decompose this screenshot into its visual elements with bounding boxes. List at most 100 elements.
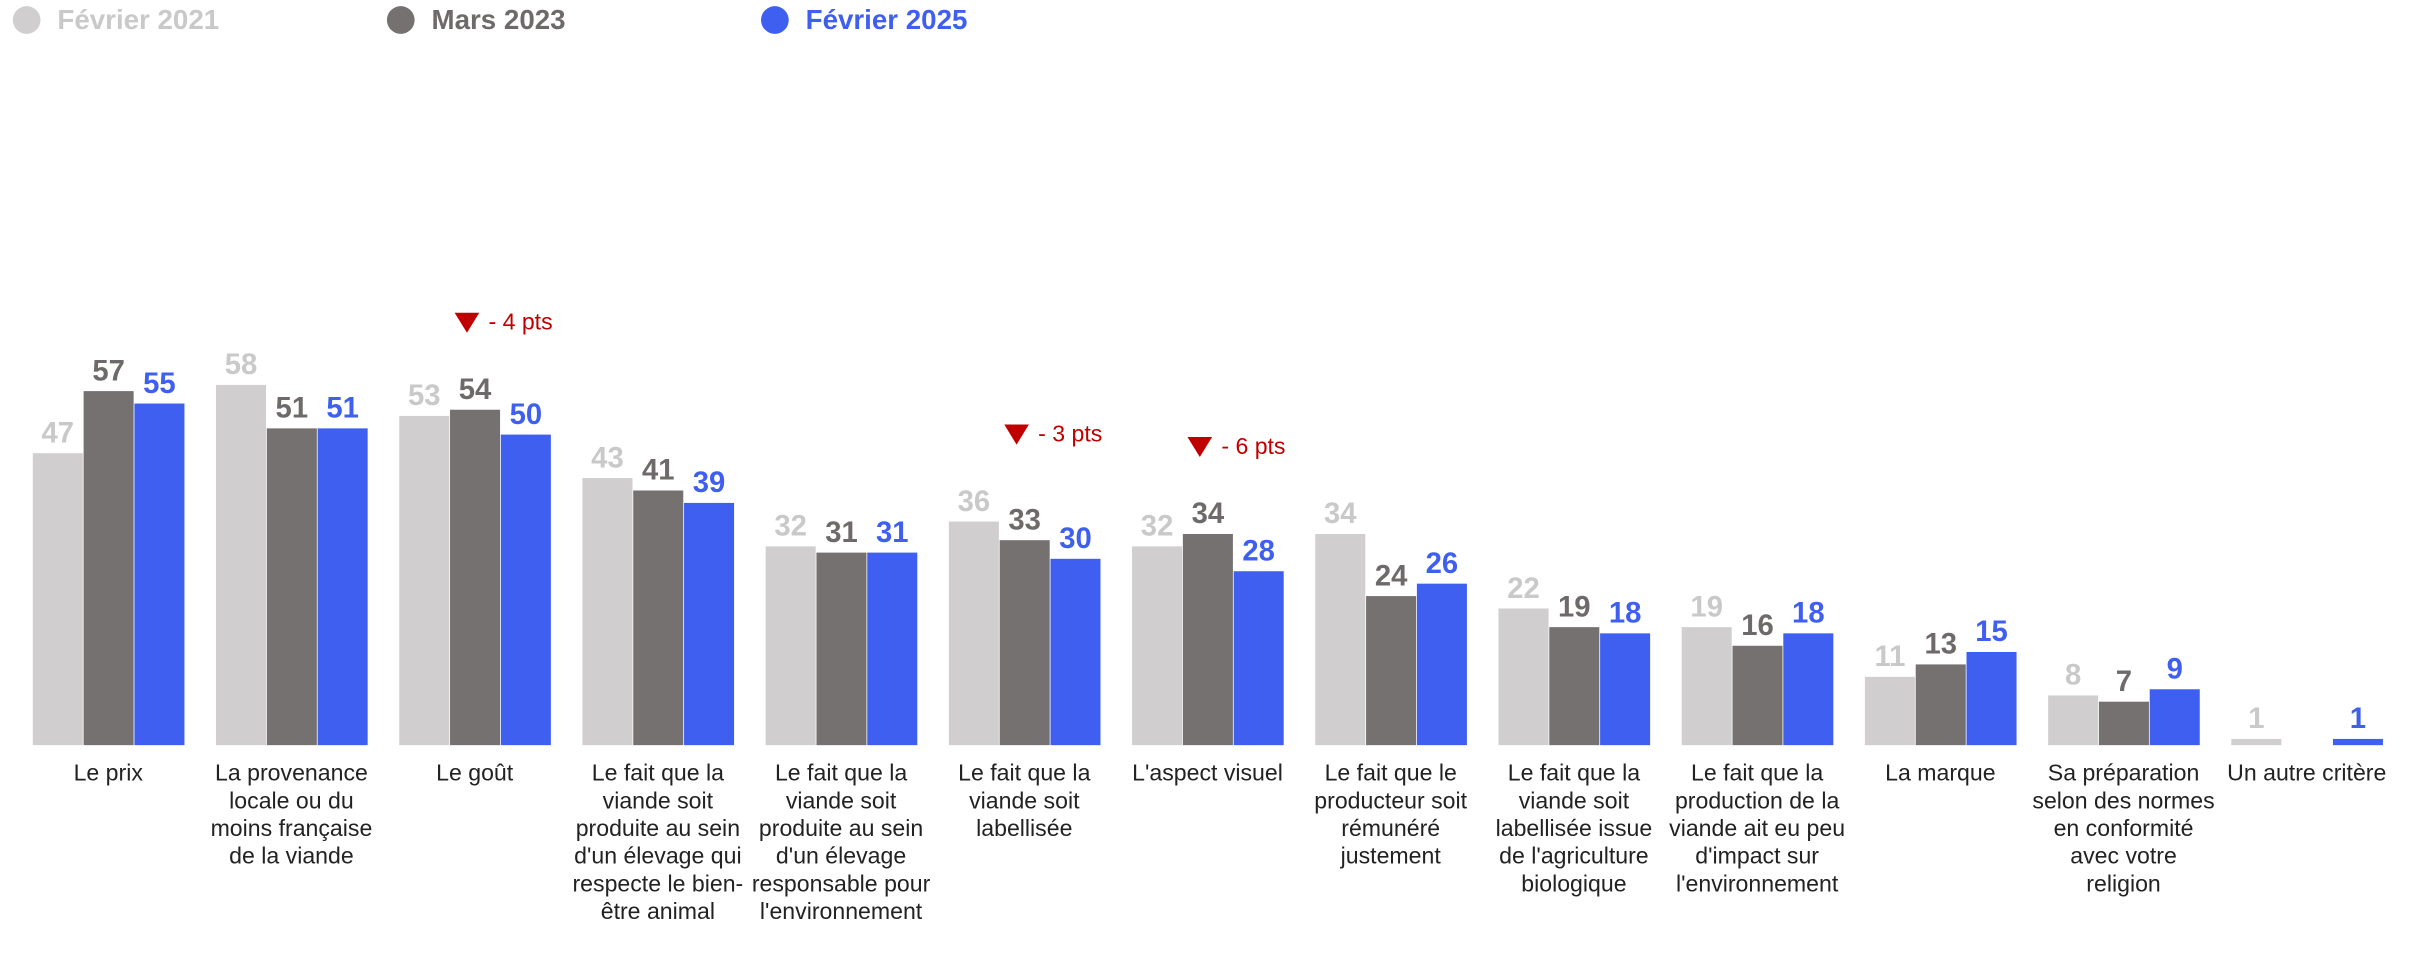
data-label: 58 (225, 349, 258, 381)
data-label: 55 (143, 368, 176, 400)
bar (684, 502, 735, 746)
x-tick-label: Le fait que la viande soit labellisée is… (1495, 760, 1653, 898)
data-label: 43 (591, 442, 624, 474)
data-label: 50 (510, 399, 543, 431)
category-label-box: Le prix (73, 760, 143, 787)
x-tick-label: Le goût (436, 760, 514, 787)
data-label: 19 (1558, 591, 1591, 623)
bar (1966, 651, 2017, 746)
data-label: 34 (1192, 498, 1225, 530)
category-label-box: Le fait que la viande soit labellisée is… (1495, 760, 1653, 898)
bar (1050, 558, 1101, 746)
x-tick-label: Le fait que la viande soit produite au s… (751, 760, 931, 926)
data-label: 18 (1609, 598, 1642, 630)
category-label-box: Sa préparation selon des normes en confo… (2032, 761, 2214, 898)
x-tick-label: La provenance locale ou du moins françai… (210, 760, 373, 870)
bar (948, 521, 999, 746)
x-tick-label: Le fait que la production de la viande a… (1669, 760, 1846, 898)
bar (1315, 533, 1366, 746)
bar (83, 391, 134, 746)
data-label: 33 (1008, 504, 1041, 536)
data-label: 7 (2116, 666, 2132, 698)
x-tick-label: Le fait que le producteur soit rémunéré … (1314, 760, 1468, 870)
bar (266, 428, 317, 746)
bar (765, 546, 816, 746)
bar (2048, 695, 2099, 746)
category-label-box: L'aspect visuel (1132, 761, 1283, 787)
bar (450, 409, 501, 746)
legend-marker (761, 6, 789, 34)
bar (999, 540, 1050, 746)
category-label-box: Le fait que la viande soit produite au s… (572, 760, 744, 926)
data-label: 8 (2065, 660, 2081, 692)
data-label: 32 (774, 511, 807, 543)
data-label: 28 (1242, 535, 1275, 567)
data-label: 24 (1375, 560, 1408, 592)
data-label: 22 (1507, 573, 1540, 605)
data-label: 36 (958, 486, 991, 518)
bar (582, 478, 633, 746)
data-label: 32 (1141, 511, 1174, 543)
bar (2332, 738, 2383, 746)
data-label: 53 (408, 380, 441, 412)
bar (2098, 701, 2149, 746)
bar (1233, 571, 1284, 746)
bar (633, 490, 684, 746)
legend-label: Février 2025 (806, 4, 968, 35)
annotation: - 6 pts (1221, 433, 1285, 459)
bar (2231, 738, 2282, 746)
data-label: 54 (459, 374, 492, 406)
legend-label: Février 2021 (57, 4, 219, 35)
legend-marker (12, 6, 41, 34)
bar (867, 552, 918, 746)
x-tick-label: Le fait que la viande soit produite au s… (572, 760, 744, 926)
data-label: 51 (326, 393, 359, 425)
legend-marker (386, 6, 415, 34)
category-label-box: Le fait que la viande soit labellisée (958, 760, 1091, 843)
data-label: 13 (1924, 629, 1957, 661)
annotation-arrow (1004, 424, 1029, 445)
data-label: 57 (92, 355, 125, 387)
bar (1132, 546, 1183, 746)
data-label: 31 (825, 517, 858, 549)
legend-label: Mars 2023 (432, 4, 566, 35)
bar (1915, 664, 1966, 746)
x-tick-label: Le fait que la viande soit labellisée (958, 760, 1091, 843)
bar (134, 403, 185, 746)
data-label: 26 (1426, 548, 1459, 580)
bar (500, 434, 551, 746)
data-label: 16 (1741, 610, 1774, 642)
x-tick-label: Le prix (73, 760, 143, 787)
bar (1366, 596, 1417, 746)
data-label: 1 (2248, 703, 2264, 735)
data-label: 39 (693, 467, 726, 499)
bar (317, 428, 368, 746)
bar (1864, 676, 1915, 746)
data-label: 41 (642, 455, 675, 487)
data-label: 51 (276, 393, 309, 425)
data-label: 34 (1324, 498, 1357, 530)
data-label: 1 (2350, 703, 2366, 735)
data-label: 31 (876, 517, 909, 549)
data-label: 19 (1690, 591, 1723, 623)
annotation-arrow (1187, 436, 1213, 457)
category-label-box: Le fait que le producteur soit rémunéré … (1314, 760, 1468, 870)
x-tick-label: La marque (1885, 760, 1996, 787)
category-label-box: La provenance locale ou du moins françai… (210, 760, 373, 870)
bar (816, 552, 867, 746)
category-label-box: Le goût (436, 760, 514, 787)
bar (1416, 583, 1467, 746)
bar (1182, 533, 1233, 746)
bar (1783, 633, 1834, 746)
bar (1549, 627, 1600, 746)
bar (2149, 689, 2200, 746)
data-label: 30 (1059, 523, 1092, 555)
bar (216, 384, 267, 746)
data-label: 47 (42, 417, 75, 449)
bar (399, 415, 450, 746)
bar (1498, 608, 1549, 746)
annotation: - 3 pts (1038, 420, 1102, 446)
annotation: - 4 pts (489, 309, 553, 335)
bar (32, 453, 83, 746)
